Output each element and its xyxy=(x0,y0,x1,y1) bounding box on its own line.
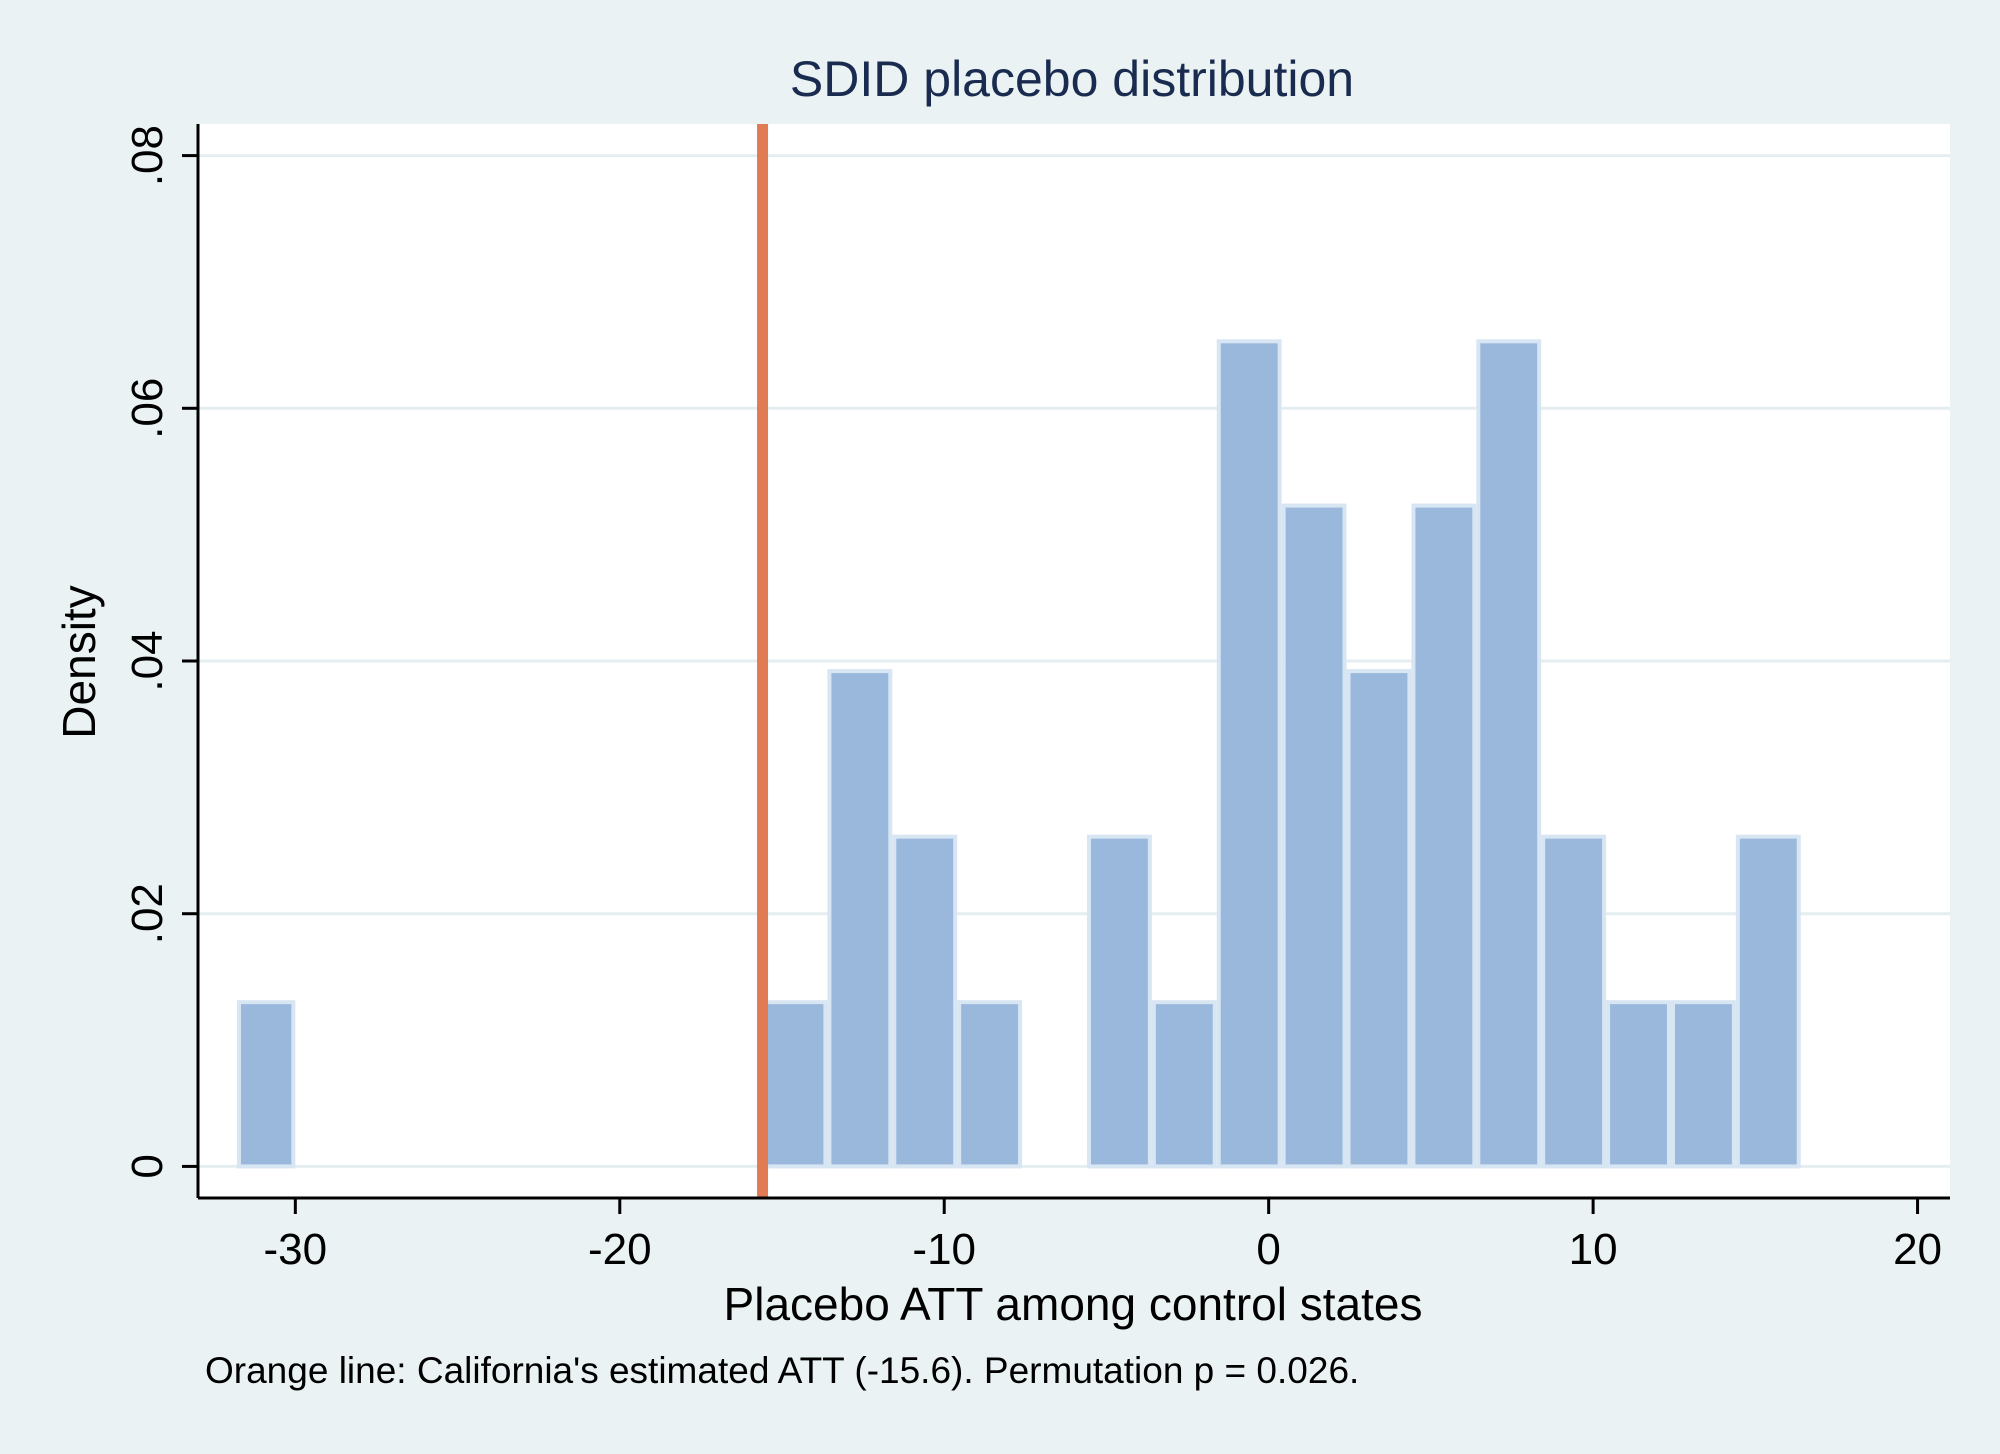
y-tick-label: .04 xyxy=(123,630,172,691)
histogram-bar xyxy=(1281,503,1347,1169)
histogram-bar xyxy=(957,1000,1023,1169)
histogram-bar xyxy=(1541,834,1607,1169)
x-tick-label: 20 xyxy=(1893,1225,1942,1274)
histogram-bar xyxy=(892,834,958,1169)
x-tick-label: 0 xyxy=(1256,1225,1280,1274)
histogram-bar xyxy=(1606,1000,1671,1169)
histogram-bar xyxy=(1735,834,1801,1169)
x-tick-label: -30 xyxy=(264,1225,328,1274)
x-tick-label: 10 xyxy=(1569,1225,1618,1274)
histogram-bar xyxy=(1151,1000,1217,1169)
histogram-bar xyxy=(1346,669,1412,1169)
y-tick-label: .06 xyxy=(123,378,172,439)
x-tick-label: -20 xyxy=(588,1225,652,1274)
histogram-bar xyxy=(762,1000,828,1169)
tick-labels: -30 -20 -10 0 10 20 0 .02 .04 .06 .08 xyxy=(123,125,1942,1274)
gridlines xyxy=(198,154,1950,1168)
y-axis-title: Density xyxy=(53,585,105,738)
tick-marks xyxy=(182,154,1920,1214)
x-tick-label: -10 xyxy=(912,1225,976,1274)
histogram-bar xyxy=(236,1000,296,1169)
histogram-bar xyxy=(827,669,893,1169)
x-axis-title: Placebo ATT among control states xyxy=(724,1278,1423,1330)
y-tick-label: 0 xyxy=(123,1154,172,1178)
y-tick-label: .02 xyxy=(123,883,172,944)
histogram-bar xyxy=(1476,339,1542,1169)
chart-title: SDID placebo distribution xyxy=(790,51,1354,107)
histogram-bars xyxy=(236,339,1801,1169)
histogram-bar xyxy=(1216,339,1282,1169)
histogram-bar xyxy=(1411,503,1477,1169)
chart-note: Orange line: California's estimated ATT … xyxy=(205,1350,1359,1391)
histogram-bar xyxy=(1086,834,1152,1169)
histogram-bar xyxy=(1670,1000,1736,1169)
y-tick-label: .08 xyxy=(123,125,172,186)
